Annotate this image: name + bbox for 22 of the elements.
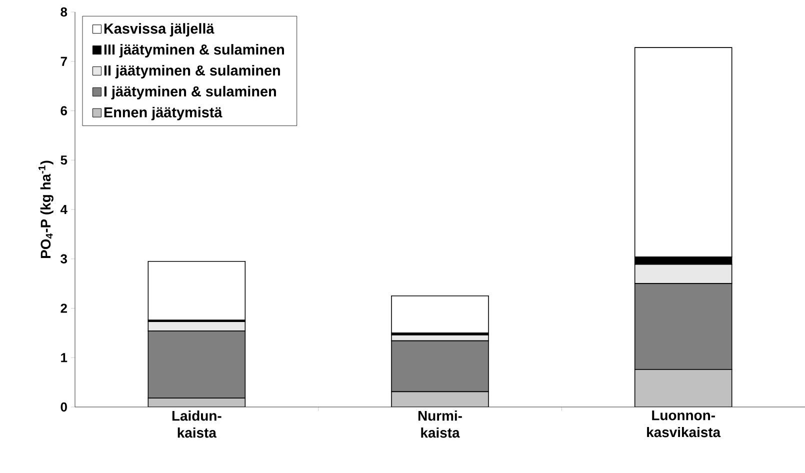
legend-label: Kasvissa jäljellä [104, 23, 214, 37]
bar [391, 391, 489, 407]
x-tick-label: Laidun-kaista [172, 410, 222, 438]
x-tick-label: Luonnon-kasvikaista [647, 410, 721, 438]
legend-label: Ennen jäätymistä [104, 106, 222, 120]
y-tick-label: 1 [61, 353, 68, 362]
legend-label: I jäätyminen & sulaminen [104, 86, 276, 100]
y-tick-label: 2 [60, 304, 67, 313]
y-tick-label: 8 [60, 7, 68, 17]
y-tick-label: 4 [60, 205, 68, 214]
x-tick-label: Nurmi-kaista [418, 410, 462, 438]
legend-label: II jäätyminen & sulaminen [104, 64, 280, 78]
bar [634, 369, 732, 407]
y-axis-title: PO$_{4}$-P (kg ha$^{-1}$) [38, 160, 54, 258]
bar [148, 398, 246, 407]
y-tick-label: 5 [60, 156, 68, 165]
y-tick-label: 3 [60, 254, 68, 264]
bar [391, 296, 489, 334]
y-tick-label: 6 [60, 106, 68, 116]
y-tick-label: 7 [60, 56, 67, 66]
legend-label: III jäätyminen & sulaminen [104, 44, 284, 58]
y-tick-label: 0 [60, 402, 67, 412]
